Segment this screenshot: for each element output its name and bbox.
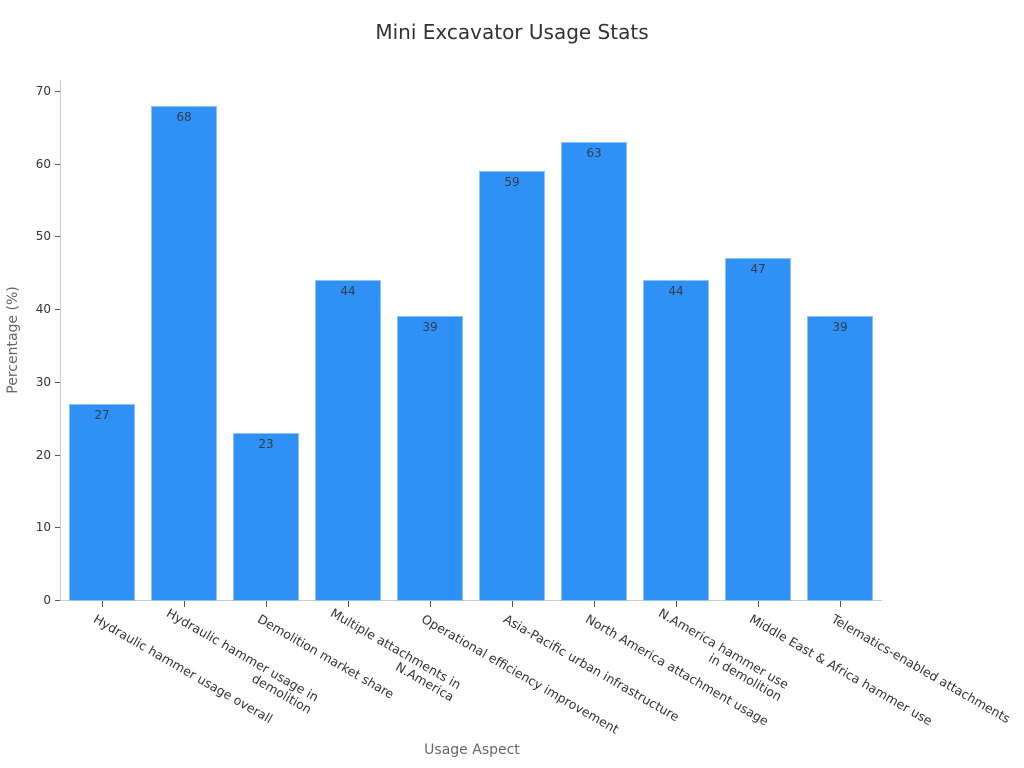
y-tick: 30 (0, 375, 60, 389)
bar[interactable]: 27 (69, 403, 135, 601)
bar[interactable]: 39 (807, 316, 873, 601)
x-tick-mark (348, 601, 349, 607)
y-tick: 10 (0, 520, 60, 534)
y-tick-label: 40 (35, 302, 51, 317)
x-tick-mark (102, 601, 103, 607)
bar-value-label: 63 (586, 145, 602, 160)
y-tick-label: 0 (43, 593, 51, 607)
x-tick-mark (430, 601, 431, 607)
y-tick-label: 70 (35, 84, 51, 98)
x-tick-mark (840, 601, 841, 607)
bar-value-label: 39 (422, 320, 438, 335)
y-tick: 50 (0, 229, 60, 243)
bar-value-label: 47 (750, 262, 766, 277)
y-tick: 20 (0, 448, 60, 462)
x-tick-mark (758, 601, 759, 607)
bar-value-label: 39 (832, 320, 848, 335)
bar-value-label: 59 (504, 174, 520, 189)
bar-value-label: 44 (340, 284, 356, 299)
x-axis-label: Usage Aspect (424, 742, 520, 758)
y-tick-label: 30 (35, 374, 51, 389)
y-tick: 60 (0, 157, 60, 171)
y-tick-label: 50 (35, 229, 51, 244)
y-tick-label: 20 (35, 447, 51, 462)
x-tick-mark (184, 601, 185, 607)
x-tick-mark (594, 601, 595, 607)
y-tick: 70 (0, 84, 60, 98)
y-tick-mark (55, 163, 60, 165)
y-tick: 0 (0, 593, 60, 607)
bar-value-label: 27 (94, 407, 110, 422)
y-tick: 40 (0, 302, 60, 316)
bar[interactable]: 23 (233, 432, 299, 601)
x-axis-line (60, 600, 882, 601)
bar-value-label: 44 (668, 284, 684, 299)
y-tick-mark (55, 381, 60, 383)
y-tick-mark (55, 236, 60, 238)
bar-value-label: 23 (258, 436, 274, 451)
y-tick-mark (55, 454, 60, 456)
x-tick-mark (676, 601, 677, 607)
y-tick-mark (55, 527, 60, 529)
y-tick-mark (55, 91, 60, 92)
x-tick-mark (266, 601, 267, 607)
y-axis-line (60, 80, 61, 601)
y-tick-label: 10 (35, 520, 51, 535)
bar[interactable]: 47 (725, 258, 791, 601)
y-tick-mark (55, 309, 60, 311)
y-tick-label: 60 (35, 156, 51, 171)
bar[interactable]: 44 (315, 280, 381, 601)
chart-title: Mini Excavator Usage Stats (375, 20, 649, 44)
x-tick-mark (512, 601, 513, 607)
bar[interactable]: 68 (151, 105, 217, 601)
y-tick-mark (55, 600, 60, 601)
bar-value-label: 68 (176, 109, 192, 124)
bar[interactable]: 63 (561, 141, 627, 601)
bar[interactable]: 39 (397, 316, 463, 601)
bar[interactable]: 59 (479, 170, 545, 601)
bar[interactable]: 44 (643, 280, 709, 601)
